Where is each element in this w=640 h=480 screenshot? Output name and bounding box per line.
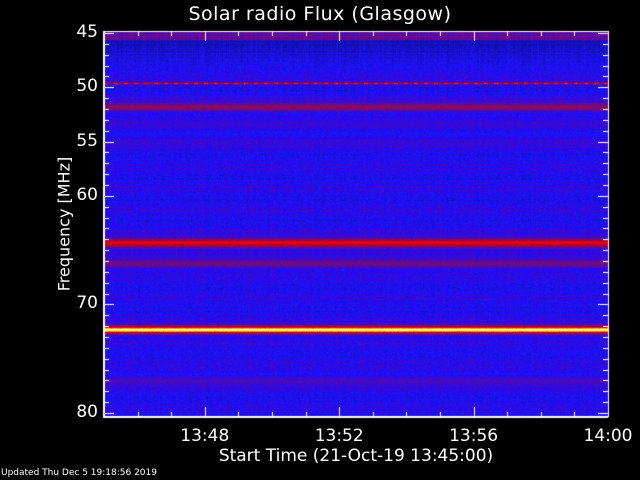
x-axis-label: Start Time (21-Oct-19 13:45:00) — [218, 446, 494, 466]
x-tick-label: 13:56 — [449, 426, 499, 446]
updated-timestamp: Updated Thu Dec 5 19:18:56 2019 — [1, 468, 157, 478]
x-tick-label: 14:00 — [583, 426, 633, 446]
y-tick-label: 80 — [76, 402, 98, 422]
y-axis-label: Frequency [MHz] — [54, 156, 74, 292]
chart-title: Solar radio Flux (Glasgow) — [188, 3, 452, 25]
y-tick-label: 60 — [76, 184, 98, 205]
y-tick-label: 50 — [76, 76, 98, 97]
y-tick-label: 55 — [76, 130, 98, 151]
y-tick-label: 70 — [76, 293, 98, 314]
x-tick-label: 13:48 — [180, 426, 230, 446]
x-tick-label: 13:52 — [314, 426, 364, 446]
y-tick-label: 45 — [76, 22, 98, 42]
